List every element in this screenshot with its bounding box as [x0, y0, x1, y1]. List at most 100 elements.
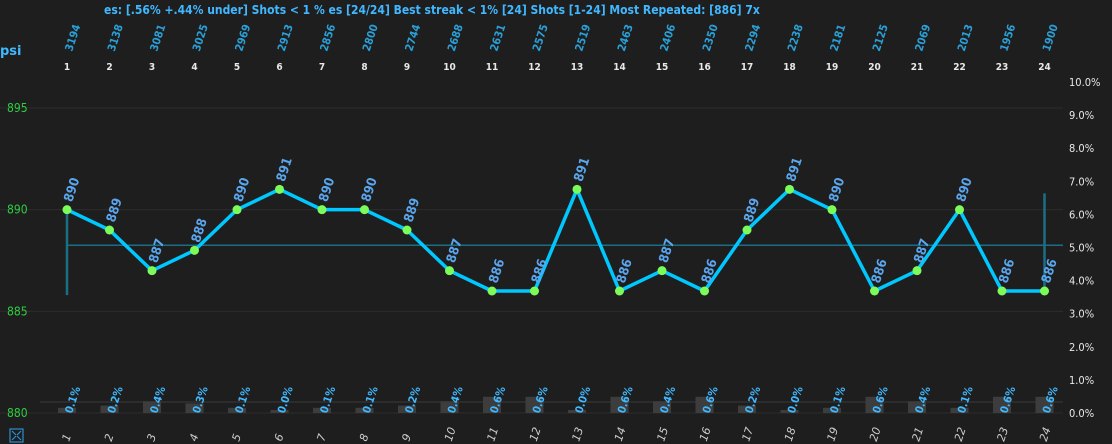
bottom-shot-label: 23 — [994, 426, 1011, 443]
bottom-shot-label: 24 — [1037, 426, 1054, 443]
expand-icon[interactable] — [9, 428, 24, 443]
left-tick-label: 880 — [7, 406, 28, 420]
unit-label: psi — [0, 44, 22, 59]
shot-numbers: 1 2 3 4 5 6 7 8 9 10 11 12 13 14 15 16 17 18 19 20 21 22 23 24 — [64, 62, 1051, 73]
value-label: 889 — [742, 196, 764, 224]
data-point — [615, 286, 624, 296]
value-label: 887 — [444, 237, 466, 265]
shot-number: 15 — [656, 62, 669, 73]
data-point — [487, 286, 497, 296]
series-line — [66, 187, 1045, 293]
right-tick-label: 2.0% — [1069, 341, 1094, 354]
percent-bar — [653, 401, 671, 413]
data-point — [147, 266, 157, 276]
value-labels: 890 889 887 888 890 891 890 890 889 887 886 886 891 8… — [62, 156, 1061, 286]
data-point — [572, 184, 582, 194]
value-label: 889 — [402, 196, 424, 224]
data-point — [827, 205, 837, 215]
percent-bar — [100, 405, 119, 413]
bottom-shot-label: 16 — [697, 426, 714, 443]
data-point — [275, 184, 284, 194]
value-label: 886 — [1039, 257, 1061, 285]
percent-bar — [1035, 396, 1054, 413]
percent-bar — [313, 407, 331, 413]
bottom-shot-label: 19 — [824, 426, 841, 443]
shot-number: 17 — [741, 62, 754, 73]
percent-bar — [440, 401, 459, 413]
data-point — [700, 286, 709, 296]
right-tick-label: 0.0% — [1069, 407, 1094, 420]
percent-bar — [398, 405, 416, 413]
data-point — [360, 205, 369, 215]
value-label: 886 — [699, 257, 721, 285]
shot-number: 23 — [996, 62, 1009, 73]
percent-bar — [823, 407, 841, 413]
value-label: 886 — [869, 257, 891, 285]
data-point — [1040, 286, 1049, 296]
shot-number: 3 — [149, 62, 155, 73]
left-axis: 895 890 885 880 — [7, 101, 28, 420]
left-tick-label: 895 — [7, 101, 28, 115]
right-tick-label: 6.0% — [1069, 208, 1094, 221]
shot-number: 21 — [911, 62, 924, 73]
data-point — [530, 286, 539, 296]
data-point — [317, 205, 327, 215]
series-polyline — [66, 187, 1045, 293]
data-point — [870, 286, 879, 296]
data-point — [190, 245, 199, 255]
bottom-shot-label: 4 — [187, 432, 202, 443]
mean-line-group — [65, 193, 1063, 296]
percent-bar — [270, 410, 289, 413]
value-label: 886 — [487, 257, 509, 285]
right-tick-label: 1.0% — [1069, 374, 1094, 387]
value-label: 886 — [997, 257, 1019, 285]
value-label: 890 — [359, 176, 381, 204]
data-point — [105, 225, 114, 235]
shot-number: 24 — [1038, 62, 1051, 73]
right-tick-label: 10.0% — [1069, 76, 1100, 89]
percent-bar — [483, 396, 501, 413]
value-label: 891 — [784, 156, 806, 184]
bottom-shot-label: 22 — [952, 426, 969, 443]
value-label: 890 — [232, 176, 254, 204]
left-tick-label: 890 — [7, 203, 28, 217]
data-point — [997, 286, 1007, 296]
shot-number: 18 — [783, 62, 796, 73]
bottom-shot-label: 14 — [612, 426, 629, 443]
percent-bar — [950, 407, 969, 413]
right-tick-label: 3.0% — [1069, 308, 1094, 321]
bottom-shot-label: 18 — [782, 426, 799, 443]
value-label: 889 — [104, 196, 126, 224]
shot-number: 19 — [826, 62, 839, 73]
percent-bar — [525, 396, 544, 413]
bottom-shot-label: 9 — [399, 432, 414, 443]
right-tick-label: 7.0% — [1069, 175, 1094, 188]
shot-number: 6 — [276, 62, 282, 73]
percent-bar — [610, 396, 629, 413]
value-label: 887 — [912, 237, 934, 265]
shot-number: 22 — [953, 62, 966, 73]
shot-number: 16 — [698, 62, 711, 73]
percent-bar — [738, 405, 756, 413]
shot-number: 14 — [613, 62, 626, 73]
percent-bar — [185, 403, 204, 413]
data-point — [785, 184, 794, 194]
bottom-shot-label: 15 — [654, 426, 671, 443]
bottom-shot-label: 1 — [59, 432, 74, 443]
percent-bar — [695, 396, 714, 413]
data-points — [62, 184, 1049, 296]
shot-number: 13 — [571, 62, 584, 73]
shot-number: 11 — [486, 62, 499, 73]
value-label: 886 — [614, 257, 636, 285]
bottom-shot-label: 2 — [102, 432, 117, 443]
percent-bar — [355, 407, 374, 413]
bottom-shot-label: 12 — [527, 426, 544, 443]
percent-bars — [58, 396, 1054, 413]
shot-number: 10 — [443, 62, 456, 73]
right-tick-label: 5.0% — [1069, 242, 1094, 255]
right-tick-label: 8.0% — [1069, 142, 1094, 155]
bottom-shot-label: 17 — [739, 426, 756, 443]
